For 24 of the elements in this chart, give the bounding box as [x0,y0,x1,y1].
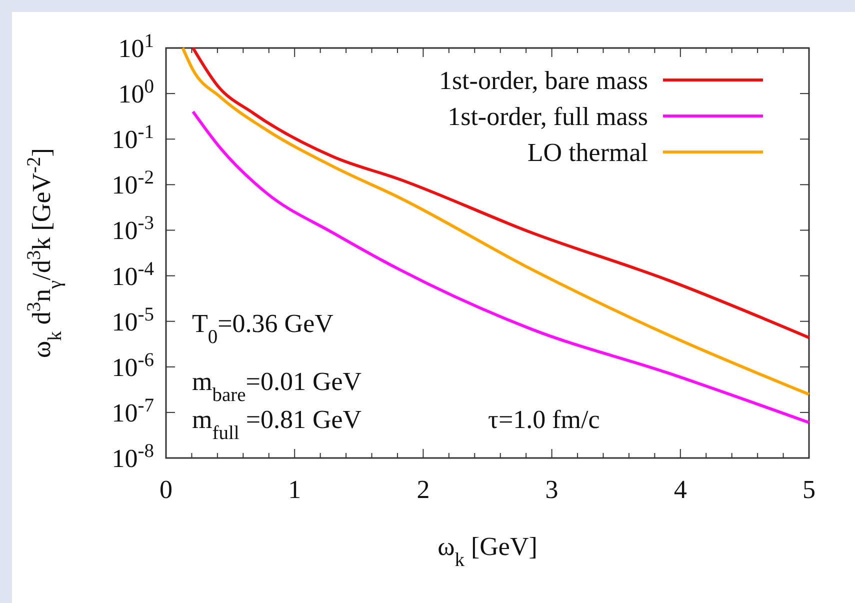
y-tick-label: 10$^{-6}$ [112,349,154,382]
annotation: m$_{bare}$=0.01 GeV [192,367,362,406]
legend-label: 1st-order, full mass [448,102,648,131]
y-tick-label: 10$^{1}$ [118,30,154,63]
legend-label: 1st-order, bare mass [438,66,648,95]
y-tick-label: 10$^{-3}$ [112,212,154,246]
y-tick-label: 10$^{-1}$ [112,122,154,154]
y-tick-label: 10$^{-5}$ [112,304,154,336]
x-tick-label: 3 [545,475,558,504]
y-tick-label: 10$^{-8}$ [112,440,154,473]
x-tick-label: 2 [416,475,430,504]
legend-label: LO thermal [527,138,648,167]
x-axis-title: ω$_{k}$ [GeV] [438,532,538,570]
y-tick-label: 10$^{-4}$ [112,258,154,291]
x-tick-label: 1 [288,475,302,504]
annotation: T$_{0}$=0.36 GeV [192,309,334,348]
annotation: τ=1.0 fm/c [488,405,600,434]
x-tick-label: 4 [674,475,687,504]
x-tick-label: 5 [802,475,816,504]
annotation: m$_{full}$ =0.81 GeV [192,405,362,444]
y-tick-label: 10$^{-7}$ [112,394,154,428]
y-tick-label: 10$^{0}$ [118,76,154,109]
x-tick-label: 0 [160,475,172,504]
y-tick-label: 10$^{-2}$ [112,167,154,200]
